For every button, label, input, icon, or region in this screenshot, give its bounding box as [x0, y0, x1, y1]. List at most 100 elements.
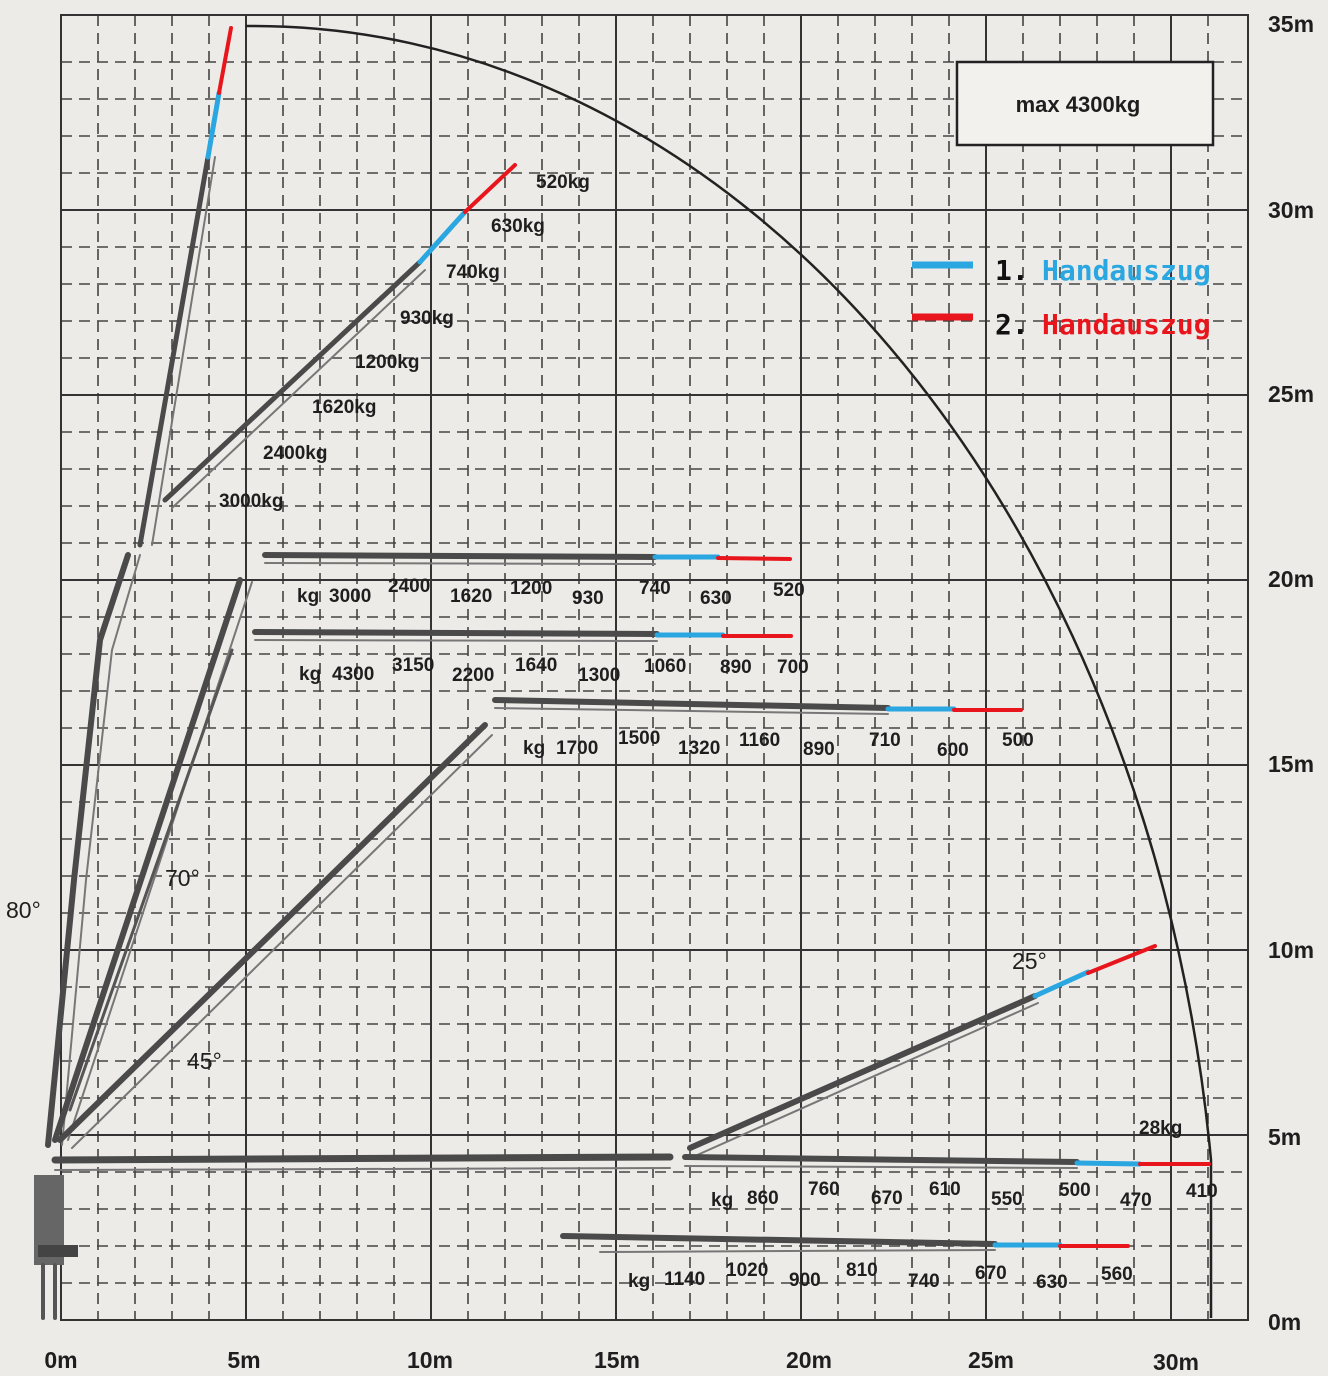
load-label: 1620kg	[312, 397, 376, 418]
jib-2m	[560, 1233, 1130, 1253]
load-label: 1200kg	[355, 352, 419, 373]
load-label: 4300	[332, 664, 374, 685]
angle-45: 45°	[187, 1048, 222, 1074]
load-label: 1620	[450, 586, 492, 607]
y-tick-20: 20m	[1268, 566, 1314, 592]
y-tick-35: 35m	[1268, 11, 1314, 37]
load-label: 1320	[678, 738, 720, 759]
load-label: 670	[975, 1263, 1007, 1284]
reach-envelope	[245, 24, 1213, 1318]
load-label: 930kg	[400, 308, 454, 329]
y-tick-10: 10m	[1268, 937, 1314, 963]
x-tick-5: 5m	[227, 1347, 260, 1373]
load-label: 890	[720, 657, 752, 678]
loads-18m: kg 4300 3150 2200 1640 1300 1060 890 700	[299, 655, 809, 686]
booms	[34, 26, 1211, 1320]
legend-label-1: Handauszug	[1042, 254, 1211, 287]
y-tick-5: 5m	[1268, 1124, 1301, 1150]
main-boom-horizontal	[51, 1153, 674, 1171]
load-label: 3000	[329, 586, 371, 607]
load-label: 1700	[556, 738, 598, 759]
load-label: 520kg	[536, 172, 590, 193]
load-label: 2200	[452, 665, 494, 686]
y-tick-15: 15m	[1268, 751, 1314, 777]
load-label: 2400kg	[263, 443, 327, 464]
x-tick-15: 15m	[594, 1347, 640, 1373]
load-label: 810	[846, 1260, 878, 1281]
load-label: 860	[747, 1188, 779, 1209]
loads-20m: kg 3000 2400 1620 1200 930 740 630 520	[297, 576, 805, 609]
dashed-grid	[61, 15, 1248, 1320]
x-axis-labels: 0m 5m 10m 15m 20m 25m 30m	[44, 1347, 1199, 1375]
legend: 1. Handauszug 2. Handauszug	[912, 254, 1211, 341]
load-label: 550	[991, 1189, 1023, 1210]
load-prefix: kg	[628, 1271, 650, 1292]
max-capacity-label: max 4300kg	[1016, 92, 1141, 117]
jib-16m	[492, 697, 1023, 715]
load-label: 760	[808, 1179, 840, 1200]
load-label: 3150	[392, 655, 434, 676]
load-label: 410	[1186, 1181, 1218, 1202]
y-tick-25: 25m	[1268, 381, 1314, 407]
load-prefix: kg	[297, 586, 319, 607]
y-tick-0: 0m	[1268, 1309, 1301, 1335]
load-label: 610	[929, 1179, 961, 1200]
max-capacity-box: max 4300kg	[955, 60, 1215, 147]
angle-25: 25°	[1012, 948, 1047, 974]
load-label: 500	[1059, 1180, 1091, 1201]
load-label: 700	[777, 657, 809, 678]
load-prefix: kg	[523, 738, 545, 759]
load-label: 3000kg	[219, 491, 283, 512]
boom-70deg	[52, 577, 253, 1143]
load-label: 1020	[726, 1260, 768, 1281]
jib-25deg	[687, 944, 1157, 1157]
load-label: 630	[700, 588, 732, 609]
x-tick-10: 10m	[407, 1347, 453, 1373]
load-prefix: kg	[299, 664, 321, 685]
jib-18m	[252, 629, 793, 642]
load-label: 740kg	[446, 262, 500, 283]
x-tick-30: 30m	[1153, 1349, 1199, 1375]
load-label: 520	[773, 580, 805, 601]
boom-80deg	[45, 26, 233, 1148]
load-label: 470	[1120, 1190, 1152, 1211]
x-tick-20: 20m	[786, 1347, 832, 1373]
load-label: 1140	[664, 1269, 705, 1290]
load-label: 740	[908, 1271, 940, 1292]
loads-4m: kg 860 760 670 610 550 500 470 410	[711, 1179, 1218, 1211]
load-label: 890	[803, 739, 835, 760]
load-label: 1500	[618, 728, 660, 749]
y-tick-30: 30m	[1268, 197, 1314, 223]
jib-4m	[682, 1154, 1211, 1169]
legend-label-2: Handauszug	[1042, 308, 1211, 341]
load-label: 500	[1002, 730, 1034, 751]
y-axis-labels: 35m 30m 25m 20m 15m 10m 5m 0m	[1268, 11, 1314, 1335]
jib-diagonal	[162, 163, 517, 509]
load-label: 740	[639, 578, 671, 599]
load-prefix: kg	[711, 1190, 733, 1211]
load-label: 900	[789, 1270, 821, 1291]
angle-labels: 80° 70° 45° 25°	[6, 865, 1047, 1074]
load-label: 630kg	[491, 216, 545, 237]
boom-45deg	[57, 722, 493, 1149]
crane-column	[34, 1175, 78, 1320]
angle-70: 70°	[165, 865, 200, 891]
legend-num-1: 1.	[995, 254, 1029, 287]
load-label: 930	[572, 588, 604, 609]
load-label: 1060	[644, 656, 686, 677]
legend-num-2: 2.	[995, 308, 1029, 341]
load-label: 2400	[388, 576, 430, 597]
load-label: 600	[937, 740, 969, 761]
load-label: 560	[1101, 1264, 1133, 1285]
loads-80deg: 3000kg 2400kg 1620kg 1200kg 930kg 740kg …	[219, 172, 590, 512]
load-label-28kg: 28kg	[1139, 1118, 1182, 1139]
load-label: 710	[869, 730, 901, 751]
x-tick-0: 0m	[44, 1347, 77, 1373]
load-label: 1640	[515, 655, 557, 676]
load-label: 1160	[739, 730, 780, 751]
load-label: 630	[1036, 1272, 1068, 1293]
jib-20m	[262, 552, 792, 565]
load-label: 1300	[578, 665, 620, 686]
load-label: 670	[871, 1188, 903, 1209]
